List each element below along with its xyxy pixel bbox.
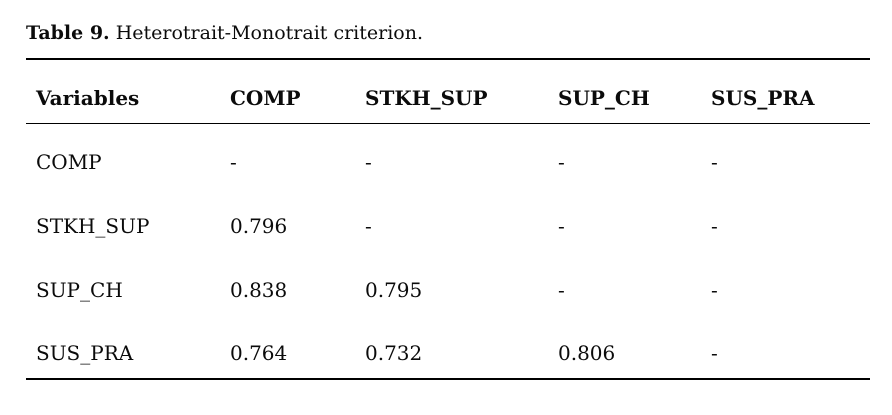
row-label: SUS_PRA <box>36 341 134 365</box>
cell-value: 0.732 <box>365 341 423 365</box>
table-row-sup-ch: SUP_CH 0.838 0.795 - - <box>26 251 870 315</box>
htmt-criterion-table: Variables COMP STKH_SUP SUP_CH SUS_PRA C… <box>26 58 870 380</box>
column-header-variables: Variables <box>26 59 220 124</box>
table-caption: Table 9. Heterotrait-Monotrait criterion. <box>26 22 423 46</box>
cell-value: - <box>558 214 565 238</box>
header-row: Variables COMP STKH_SUP SUP_CH SUS_PRA <box>26 59 870 124</box>
column-header-sus-pra: SUS_PRA <box>701 59 870 124</box>
column-header-comp: COMP <box>220 59 355 124</box>
cell-value: - <box>711 150 718 174</box>
cell-value: 0.795 <box>365 278 423 302</box>
cell-value: - <box>711 341 718 365</box>
cell-value: - <box>558 150 565 174</box>
cell-value: - <box>365 150 372 174</box>
column-header-stkh-sup: STKH_SUP <box>355 59 548 124</box>
row-label: SUP_CH <box>36 278 123 302</box>
cell-value: - <box>230 150 237 174</box>
cell-value: 0.838 <box>230 278 288 302</box>
cell-value: - <box>558 278 565 302</box>
cell-value: 0.806 <box>558 341 616 365</box>
cell-value: 0.764 <box>230 341 288 365</box>
table-caption-text: Heterotrait-Monotrait criterion. <box>115 22 423 44</box>
row-label: STKH_SUP <box>36 214 150 238</box>
table-row-sus-pra: SUS_PRA 0.764 0.732 0.806 - <box>26 315 870 379</box>
cell-value: - <box>711 278 718 302</box>
table-caption-number: Table 9. <box>26 22 110 44</box>
table-row-comp: COMP - - - - <box>26 123 870 187</box>
cell-value: 0.796 <box>230 214 288 238</box>
cell-value: - <box>711 214 718 238</box>
table-row-stkh-sup: STKH_SUP 0.796 - - - <box>26 187 870 251</box>
cell-value: - <box>365 214 372 238</box>
row-label: COMP <box>36 150 102 174</box>
column-header-sup-ch: SUP_CH <box>548 59 701 124</box>
